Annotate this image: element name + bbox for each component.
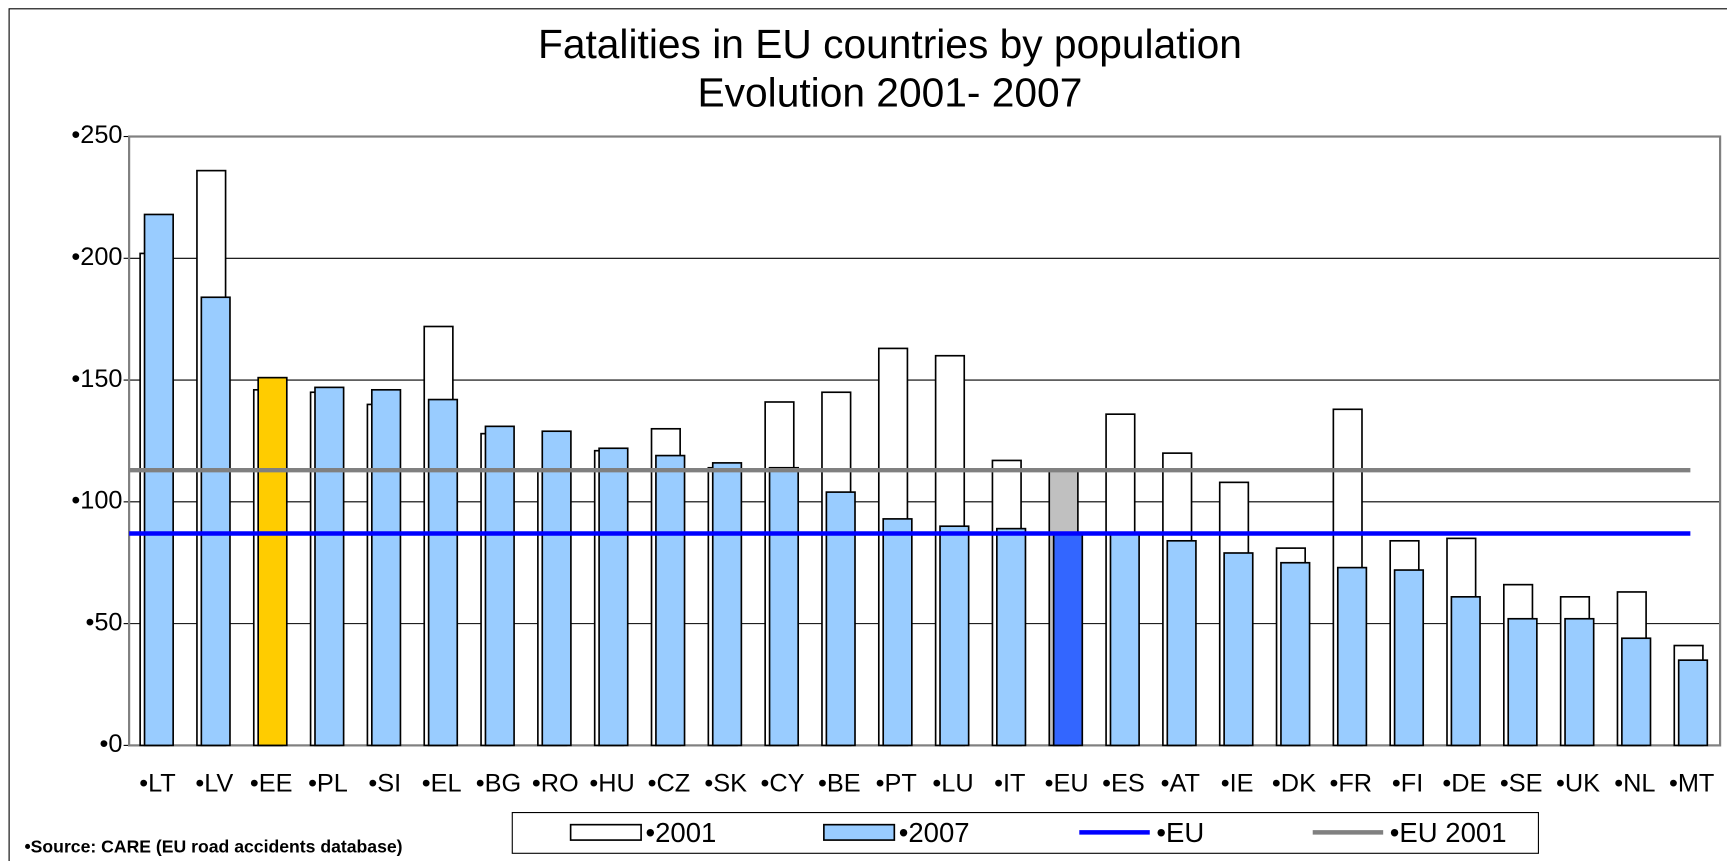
chart-frame — [8, 8, 1727, 861]
x-tick-label: •DK — [1272, 770, 1316, 798]
bar — [825, 491, 856, 747]
x-tick-label: •EL — [422, 770, 462, 798]
bar — [427, 398, 459, 747]
bar — [598, 447, 629, 747]
bar — [1223, 552, 1254, 747]
x-tick-label: •IT — [994, 770, 1025, 798]
bar — [996, 527, 1027, 747]
legend-swatch — [823, 823, 896, 841]
source-note: •Source: CARE (EU road accidents databas… — [25, 836, 403, 856]
bar — [1166, 539, 1197, 747]
x-tick-label: •LU — [932, 770, 973, 798]
bar — [314, 386, 345, 747]
bar — [1450, 596, 1481, 747]
y-tick-label: •150 — [71, 365, 122, 393]
x-tick-label: •SI — [368, 770, 401, 798]
x-tick-label: •IE — [1221, 770, 1254, 798]
x-tick-label: •SE — [1500, 770, 1543, 798]
plot-frame — [128, 135, 1722, 747]
x-tick-label: •EE — [250, 770, 293, 798]
bar — [484, 425, 515, 747]
x-tick-label: •LV — [195, 770, 233, 798]
bar — [143, 213, 174, 747]
bar — [1564, 617, 1595, 747]
y-tick-label: •0 — [100, 730, 123, 758]
bar — [370, 388, 402, 747]
x-tick-label: •FR — [1329, 770, 1372, 798]
bar — [882, 518, 913, 747]
bar — [939, 525, 970, 747]
y-tick-label: •200 — [71, 243, 122, 271]
x-tick-label: •NL — [1614, 770, 1655, 798]
x-tick-label: •CY — [761, 770, 805, 798]
bar — [1052, 532, 1084, 747]
bar — [1393, 569, 1425, 747]
legend-label: •EU 2001 — [1390, 817, 1507, 848]
bar — [1336, 566, 1368, 747]
x-tick-label: •LT — [139, 770, 176, 798]
x-tick-label: •PL — [308, 770, 348, 798]
chart-subtitle: Evolution 2001- 2007 — [697, 70, 1082, 116]
legend-label: •2001 — [645, 817, 716, 848]
bar — [1507, 617, 1538, 747]
bar — [257, 376, 288, 747]
legend-label: •EU — [1156, 817, 1204, 848]
y-tick-label: •100 — [71, 487, 122, 515]
bar — [768, 466, 800, 747]
bar — [541, 430, 572, 747]
bar — [655, 454, 686, 747]
bar — [1280, 561, 1311, 747]
x-tick-label: •FI — [1392, 770, 1423, 798]
x-tick-label: •PT — [876, 770, 917, 798]
bar — [711, 462, 743, 747]
x-tick-label: •MT — [1669, 770, 1714, 798]
x-tick-label: •DE — [1442, 770, 1486, 798]
legend-swatch — [569, 823, 642, 841]
x-tick-label: •RO — [532, 770, 579, 798]
x-tick-label: •BG — [476, 770, 521, 798]
chart-title: Fatalities in EU countries by population — [538, 21, 1242, 67]
bar — [1677, 659, 1709, 747]
x-tick-label: •EU — [1045, 770, 1089, 798]
legend-label: •2007 — [899, 817, 970, 848]
x-tick-label: •ES — [1102, 770, 1145, 798]
x-tick-label: •UK — [1556, 770, 1600, 798]
x-tick-label: •CZ — [648, 770, 691, 798]
bar — [1621, 637, 1652, 747]
x-tick-label: •SK — [704, 770, 747, 798]
x-tick-label: •BE — [818, 770, 861, 798]
y-tick-label: •250 — [71, 121, 122, 149]
bar — [1109, 532, 1140, 747]
y-tick-label: •50 — [85, 608, 122, 636]
x-tick-label: •AT — [1161, 770, 1200, 798]
x-tick-label: •HU — [589, 770, 634, 798]
bar — [200, 296, 231, 747]
